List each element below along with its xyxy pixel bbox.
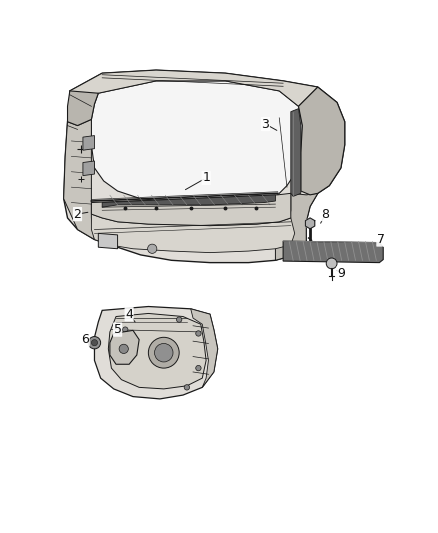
- Text: 4: 4: [125, 308, 133, 321]
- Polygon shape: [83, 161, 94, 175]
- Text: 2: 2: [74, 208, 81, 221]
- Polygon shape: [94, 306, 217, 399]
- Text: 6: 6: [81, 333, 89, 346]
- Polygon shape: [91, 193, 290, 225]
- Polygon shape: [283, 241, 382, 263]
- Polygon shape: [298, 87, 344, 195]
- Circle shape: [122, 327, 127, 332]
- Text: 5: 5: [113, 323, 121, 336]
- Polygon shape: [64, 70, 344, 263]
- Polygon shape: [98, 233, 117, 249]
- Polygon shape: [108, 313, 206, 389]
- Polygon shape: [290, 109, 300, 196]
- Polygon shape: [102, 195, 275, 207]
- Polygon shape: [91, 214, 294, 253]
- Circle shape: [195, 331, 201, 336]
- Text: 8: 8: [321, 208, 329, 221]
- Circle shape: [88, 336, 100, 349]
- Polygon shape: [91, 81, 302, 203]
- Text: 1: 1: [202, 172, 209, 184]
- Polygon shape: [64, 119, 94, 239]
- Polygon shape: [275, 193, 317, 260]
- Circle shape: [148, 337, 179, 368]
- Circle shape: [176, 317, 181, 322]
- Text: 3: 3: [261, 117, 269, 131]
- Polygon shape: [70, 70, 317, 106]
- Circle shape: [195, 366, 201, 371]
- Text: 7: 7: [376, 233, 384, 246]
- Circle shape: [184, 385, 189, 390]
- Polygon shape: [83, 135, 94, 150]
- Circle shape: [325, 258, 336, 269]
- Circle shape: [147, 244, 156, 253]
- Circle shape: [91, 340, 97, 346]
- Circle shape: [154, 343, 173, 362]
- Text: 9: 9: [336, 267, 344, 280]
- Polygon shape: [110, 330, 139, 364]
- Circle shape: [119, 344, 128, 353]
- Polygon shape: [305, 218, 314, 229]
- Polygon shape: [190, 309, 217, 387]
- Polygon shape: [67, 91, 98, 126]
